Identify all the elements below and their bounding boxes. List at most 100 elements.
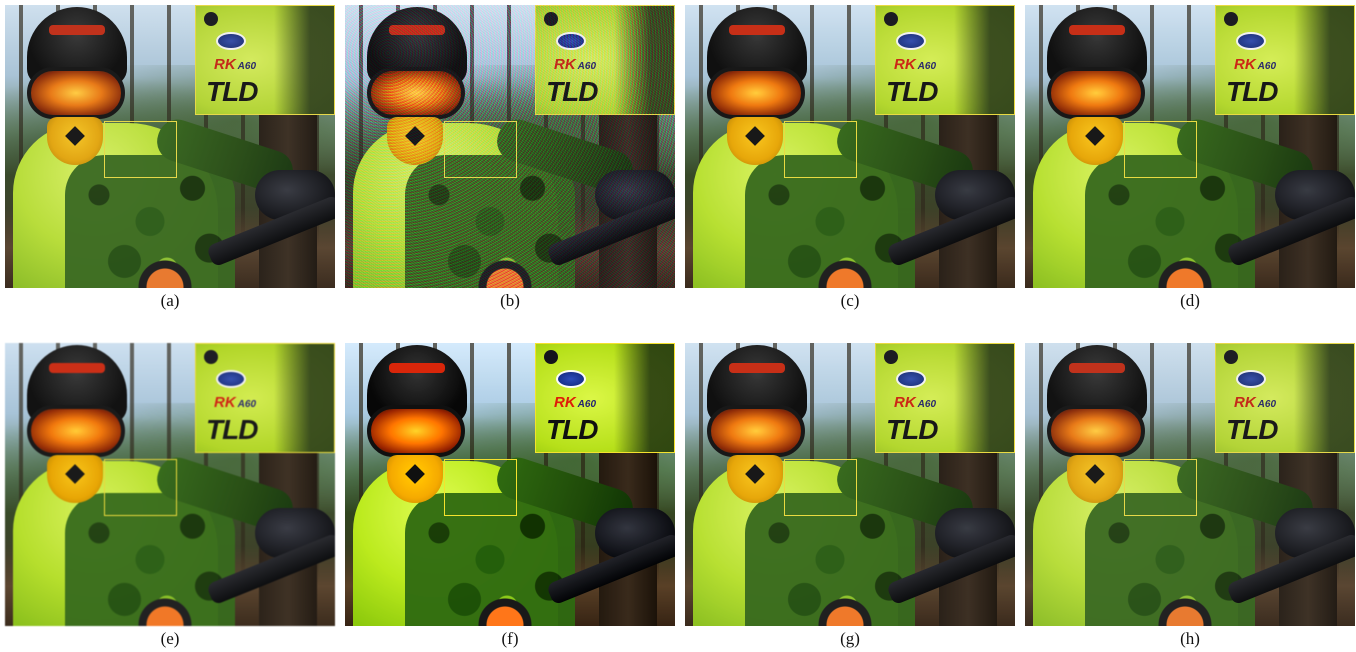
roi-highlight-box [104,121,177,178]
goggles [1047,67,1145,119]
panel-caption: (c) [840,291,860,310]
rk-logo: RK A60 [214,56,274,74]
zoom-inset: RK A60 TLD [1215,5,1355,115]
rk-logo-text: RK [894,394,916,411]
zoom-inset: RK A60 TLD [1215,343,1355,453]
rk-logo-number: A60 [577,399,597,410]
oval-logo-icon [896,32,926,50]
tld-logo: TLD [886,76,938,107]
rk-logo-number: A60 [1257,61,1277,72]
rk-logo-text: RK [894,56,916,73]
zoom-inset: RK A60 TLD [195,5,335,115]
roi-highlight-box [444,121,517,178]
panel-image: RK A60 TLD [685,343,1015,626]
zoom-inset: RK A60 TLD [875,343,1015,453]
badge-logo-icon [544,12,558,26]
tld-logo: TLD [1226,76,1278,107]
rk-logo-text: RK [554,56,576,73]
badge-logo-icon [884,12,898,26]
badge-logo-icon [544,350,558,364]
goggles [27,405,125,457]
goggles [27,67,125,119]
rk-logo-number: A60 [577,61,597,72]
rk-logo-text: RK [214,56,236,73]
roi-highlight-box [784,121,857,178]
rk-logo-number: A60 [1257,399,1277,410]
rk-logo: RK A60 [894,56,954,74]
badge-logo-icon [204,12,218,26]
rk-logo-number: A60 [237,399,257,410]
zoom-inset: RK A60 TLD [535,343,675,453]
panel-caption: (e) [160,629,180,648]
rk-logo: RK A60 [1234,394,1294,412]
oval-logo-icon [1236,370,1266,388]
roi-highlight-box [1124,459,1197,516]
panel-image: RK A60 TLD [1025,5,1355,288]
tld-logo: TLD [886,414,938,445]
rk-logo-text: RK [554,394,576,411]
tld-logo: TLD [546,76,598,107]
panel-image: RK A60 TLD [5,5,335,288]
panel-caption: (f) [501,629,519,648]
panel-caption: (g) [840,629,860,648]
zoom-inset: RK A60 TLD [875,5,1015,115]
figure-panel-a: RK A60 TLD (a) [5,5,335,310]
oval-logo-icon [556,32,586,50]
oval-logo-icon [896,370,926,388]
handlebar [545,194,675,268]
rk-logo: RK A60 [214,394,274,412]
oval-logo-icon [1236,32,1266,50]
tld-logo: TLD [206,76,258,107]
panel-image: RK A60 TLD [345,343,675,626]
panel-image: RK A60 TLD [5,343,335,626]
badge-logo-icon [1224,12,1238,26]
face-mask [387,117,443,165]
zoom-inset: RK A60 TLD [195,343,335,453]
rk-logo: RK A60 [554,56,614,74]
goggles [707,67,805,119]
rk-logo-text: RK [1234,56,1256,73]
figure-panel-g: RK A60 TLD (g) [685,343,1015,648]
badge-logo-icon [1224,350,1238,364]
goggles [367,405,465,457]
panel-caption: (d) [1180,291,1200,310]
goggles [707,405,805,457]
figure-panel-d: RK A60 TLD (d) [1025,5,1355,310]
figure-panel-b: RK A60 TLD (b) [345,5,675,310]
panel-caption: (h) [1180,629,1200,648]
panel-image: RK A60 TLD [345,5,675,288]
roi-highlight-box [104,459,177,516]
rk-logo-number: A60 [917,61,937,72]
glove [595,170,675,220]
panel-image: RK A60 TLD [1025,343,1355,626]
figure-panel-e: RK A60 TLD (e) [5,343,335,648]
panel-caption: (a) [160,291,180,310]
panel-caption: (b) [500,291,520,310]
roi-highlight-box [784,459,857,516]
rk-logo: RK A60 [1234,56,1294,74]
figure-panel-c: RK A60 TLD (c) [685,5,1015,310]
roi-highlight-box [1124,121,1197,178]
tld-logo: TLD [546,414,598,445]
rk-logo: RK A60 [894,394,954,412]
figure-panel-h: RK A60 TLD (h) [1025,343,1355,648]
rk-logo-text: RK [1234,394,1256,411]
badge-logo-icon [884,350,898,364]
rk-logo-text: RK [214,394,236,411]
panel-image: RK A60 TLD [685,5,1015,288]
oval-logo-icon [216,32,246,50]
tld-logo: TLD [206,414,258,445]
roi-highlight-box [444,459,517,516]
badge-logo-icon [204,350,218,364]
rk-logo-number: A60 [917,399,937,410]
goggles [367,67,465,119]
rk-logo: RK A60 [554,394,614,412]
oval-logo-icon [556,370,586,388]
tld-logo: TLD [1226,414,1278,445]
figure-panel-f: RK A60 TLD (f) [345,343,675,648]
oval-logo-icon [216,370,246,388]
zoom-inset: RK A60 TLD [535,5,675,115]
rk-logo-number: A60 [237,61,257,72]
goggles [1047,405,1145,457]
helmet [367,7,467,85]
